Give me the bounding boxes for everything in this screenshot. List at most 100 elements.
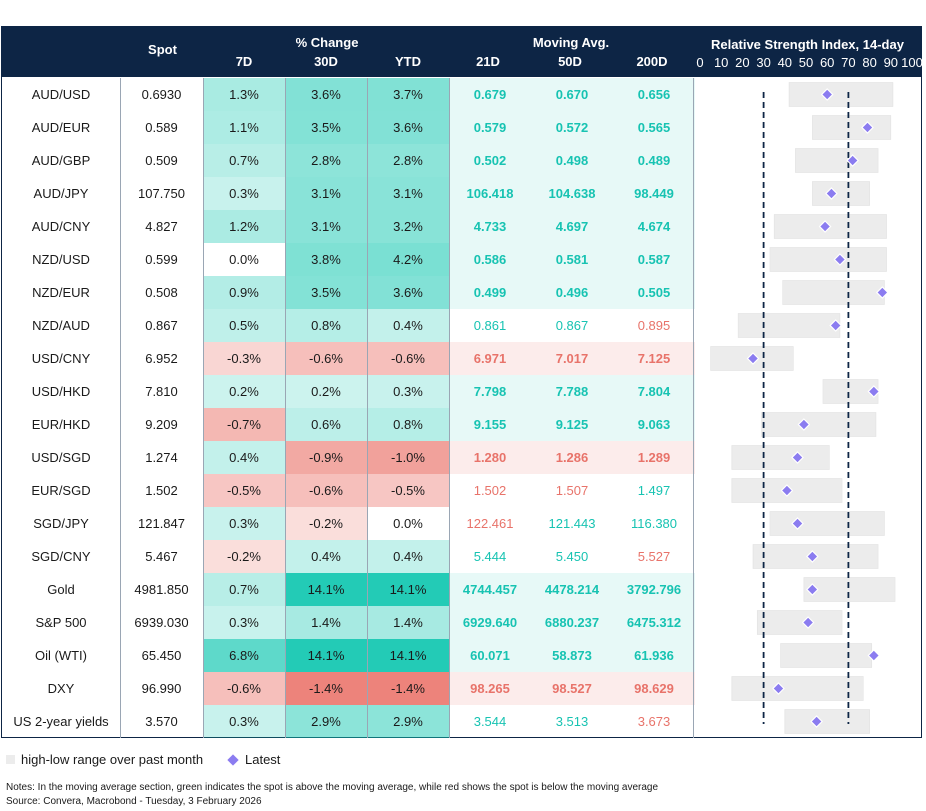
pct-cell-d7: 0.9% xyxy=(203,276,285,309)
row-pair-label: AUD/JPY xyxy=(33,186,89,201)
pct-cell-ytd: 0.4% xyxy=(367,309,449,342)
ma-cell-ma50: 9.125 xyxy=(531,408,613,441)
pct-cell-ytd: -1.4% xyxy=(367,672,449,705)
row-spot-value: 9.209 xyxy=(145,417,178,432)
ma-cell-ma200: 7.804 xyxy=(613,375,695,408)
pct-cell-ytd: 3.1% xyxy=(367,177,449,210)
pct-cell-d7: 0.3% xyxy=(203,507,285,540)
row-spot-value: 4.827 xyxy=(145,219,178,234)
row-spot-value: 3.570 xyxy=(145,714,178,729)
row-spot-value: 1.274 xyxy=(145,450,178,465)
ma-cell-ma21: 0.502 xyxy=(449,144,531,177)
pct-cell-d7: 0.3% xyxy=(203,705,285,738)
pct-cell-d30: -0.9% xyxy=(285,441,367,474)
pct-cell-d30: 0.8% xyxy=(285,309,367,342)
row-spot-value: 7.810 xyxy=(145,384,178,399)
pct-cell-ytd: -0.5% xyxy=(367,474,449,507)
rsi-tick-label: 50 xyxy=(798,55,814,70)
header-moving-avg: Moving Avg. xyxy=(532,35,610,50)
rsi-latest-marker xyxy=(772,682,785,695)
rsi-latest-marker xyxy=(825,187,838,200)
pct-cell-d7: 0.4% xyxy=(203,441,285,474)
row-pair-label: S&P 500 xyxy=(35,615,87,630)
rsi-latest-marker xyxy=(833,253,847,266)
ma-cell-ma50: 98.527 xyxy=(531,672,613,705)
ma-cell-ma21: 0.499 xyxy=(449,276,531,309)
rsi-latest-marker xyxy=(780,484,794,497)
ma-cell-ma50: 1.507 xyxy=(555,483,589,498)
rsi-latest-marker xyxy=(820,88,834,101)
ma-cell-ma21: 7.798 xyxy=(449,375,531,408)
legend-latest: Latest xyxy=(227,751,281,768)
header-rsi-title: Relative Strength Index, 14-day xyxy=(711,37,904,52)
header-21d: 21D xyxy=(476,54,500,69)
rsi-tick-label: 0 xyxy=(696,55,704,70)
pct-cell-ytd: -0.6% xyxy=(367,342,449,375)
pct-cell-d7: 0.2% xyxy=(203,375,285,408)
pct-cell-d30: 3.1% xyxy=(285,210,367,243)
table-frame xyxy=(1,26,922,738)
column-divider xyxy=(285,78,286,738)
header-7d: 7D xyxy=(235,54,253,69)
ma-cell-ma200: 116.380 xyxy=(630,516,678,531)
rsi-range-bar xyxy=(788,82,894,107)
row-pair-label: USD/HKD xyxy=(31,384,91,399)
ma-cell-ma50: 0.496 xyxy=(531,276,613,309)
ma-cell-ma50: 0.572 xyxy=(531,111,613,144)
ma-cell-ma21: 4744.457 xyxy=(449,573,531,606)
ma-cell-ma200: 9.063 xyxy=(613,408,695,441)
ma-cell-ma50: 4478.214 xyxy=(531,573,613,606)
column-divider xyxy=(449,78,450,738)
ma-cell-ma200: 1.289 xyxy=(613,441,695,474)
rsi-range-bar xyxy=(737,313,841,338)
rsi-range-bar xyxy=(795,148,879,173)
ma-cell-ma21: 0.679 xyxy=(449,78,531,111)
pct-cell-d30: -0.6% xyxy=(285,474,367,507)
rsi-latest-marker xyxy=(806,550,819,563)
pct-cell-ytd: 3.6% xyxy=(367,276,449,309)
pct-cell-d30: 2.9% xyxy=(285,705,367,738)
row-spot-value: 4981.850 xyxy=(134,582,189,597)
rsi-range-bar xyxy=(780,643,873,668)
pct-cell-d30: 14.1% xyxy=(285,639,367,672)
ma-cell-ma21: 6.971 xyxy=(449,342,531,375)
legend-latest-label: Latest xyxy=(245,752,281,768)
ma-cell-ma200: 0.489 xyxy=(613,144,695,177)
ma-cell-ma21: 60.071 xyxy=(449,639,531,672)
pct-cell-d7: -0.3% xyxy=(203,342,285,375)
rsi-range-bar xyxy=(784,709,870,734)
header-pct-change: % Change xyxy=(295,35,359,50)
pct-cell-d7: 0.5% xyxy=(203,309,285,342)
pct-cell-d30: 2.8% xyxy=(285,144,367,177)
ma-cell-ma50: 1.286 xyxy=(531,441,613,474)
pct-cell-d7: 1.3% xyxy=(203,78,285,111)
ma-cell-ma50: 7.017 xyxy=(531,342,613,375)
row-spot-value: 5.467 xyxy=(145,549,178,564)
header-ytd: YTD xyxy=(395,54,421,69)
ma-cell-ma21: 0.579 xyxy=(449,111,531,144)
header-200d: 200D xyxy=(636,54,668,69)
row-spot-value: 121.847 xyxy=(138,516,185,531)
ma-cell-ma50: 5.450 xyxy=(555,549,589,564)
row-pair-label: Gold xyxy=(47,582,75,597)
source-line: Source: Convera, Macrobond - Tuesday, 3 … xyxy=(6,796,262,807)
notes-line: Notes: In the moving average section, gr… xyxy=(6,782,659,793)
pct-cell-d7: 1.2% xyxy=(203,210,285,243)
rsi-latest-marker xyxy=(829,319,843,332)
rsi-latest-marker xyxy=(791,517,804,530)
rsi-range-bar xyxy=(812,115,892,140)
ma-cell-ma50: 0.670 xyxy=(531,78,613,111)
ma-cell-ma50: 0.581 xyxy=(531,243,613,276)
rsi-range-bar xyxy=(782,280,885,305)
pct-cell-ytd: 3.2% xyxy=(367,210,449,243)
row-pair-label: NZD/USD xyxy=(32,252,90,267)
row-spot-value: 6.952 xyxy=(145,351,178,366)
rsi-tick-label: 10 xyxy=(713,55,729,70)
column-divider xyxy=(367,78,368,738)
row-spot-value: 0.599 xyxy=(145,252,178,267)
rsi-tick-label: 40 xyxy=(777,55,793,70)
diamond-marker-icon xyxy=(227,753,239,766)
rsi-latest-marker xyxy=(746,352,760,365)
ma-cell-ma200: 0.565 xyxy=(613,111,695,144)
row-pair-label: AUD/GBP xyxy=(31,153,91,168)
